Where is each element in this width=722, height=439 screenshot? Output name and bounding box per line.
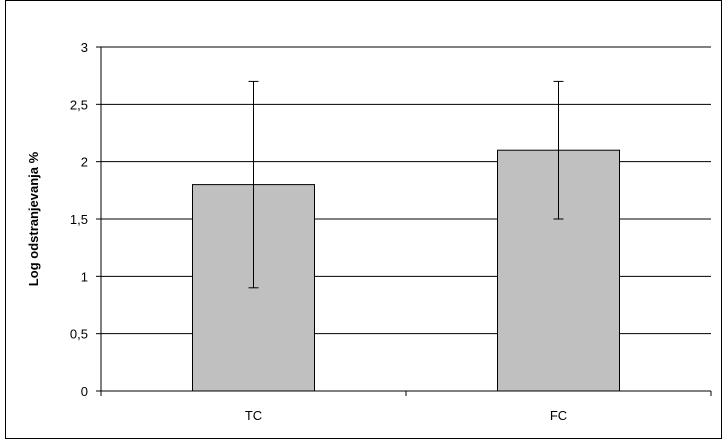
- y-tick-label: 1: [81, 269, 88, 284]
- axes: [96, 46, 712, 396]
- y-tick-label: 1,5: [70, 212, 88, 227]
- y-tick-label: 2,5: [70, 97, 88, 112]
- bars: [192, 149, 620, 392]
- y-tick-label: 0: [81, 384, 88, 399]
- y-axis-title: Log odstranjevanja %: [26, 151, 41, 286]
- x-tick-label: TC: [245, 408, 262, 423]
- error-bars: [248, 80, 564, 289]
- y-tick-label: 0,5: [70, 327, 88, 342]
- tick-labels: 0 0,5 1 1,5 2 2,5 3 TC FC: [70, 40, 567, 423]
- y-tick-label: 2: [81, 155, 88, 170]
- x-tick-label: FC: [550, 408, 567, 423]
- y-tick-label: 3: [81, 40, 88, 55]
